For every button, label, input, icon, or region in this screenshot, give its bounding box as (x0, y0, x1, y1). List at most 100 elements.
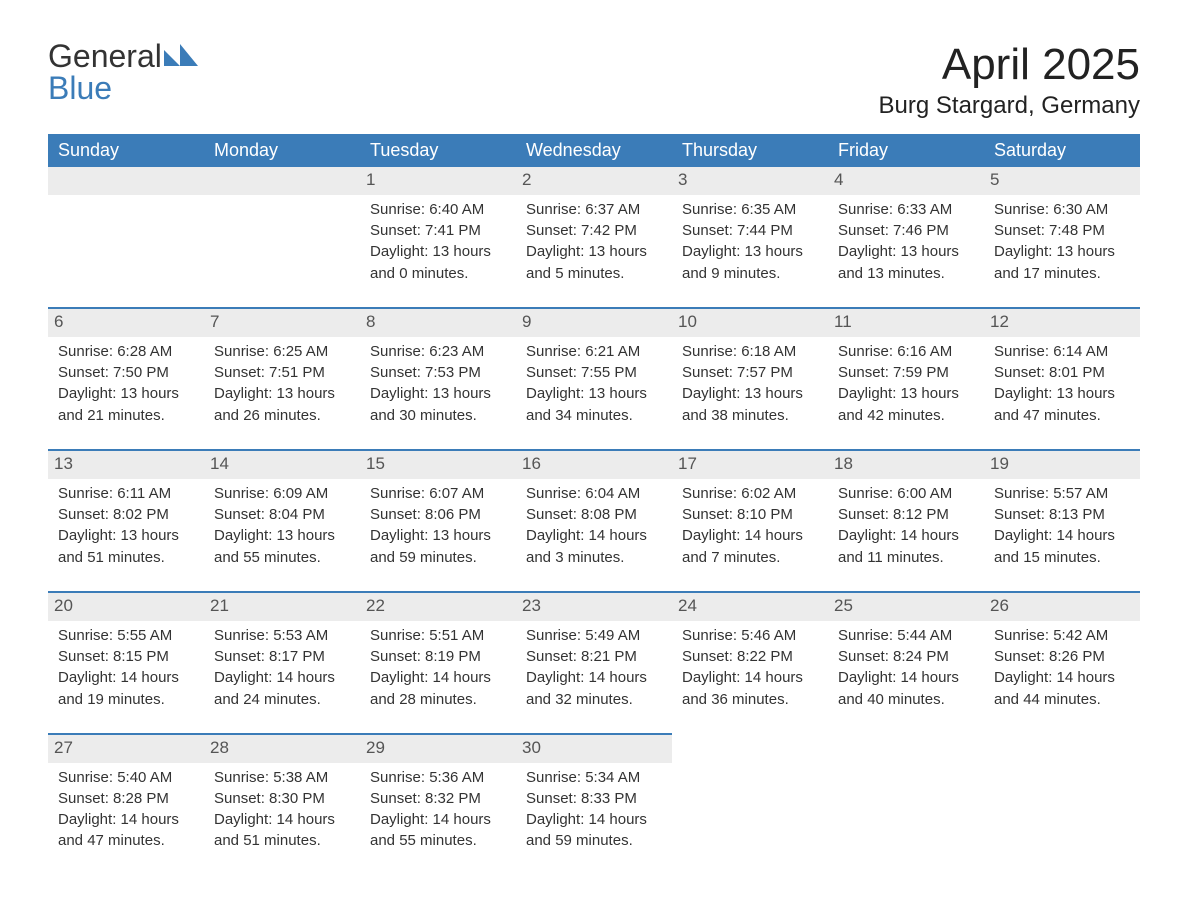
calendar-day-cell: 17Sunrise: 6:02 AMSunset: 8:10 PMDayligh… (672, 450, 828, 592)
daylight-line-1: Daylight: 13 hours (58, 526, 194, 546)
sunrise-line: Sunrise: 6:40 AM (370, 200, 506, 220)
day-content: Sunrise: 6:11 AMSunset: 8:02 PMDaylight:… (58, 484, 194, 568)
calendar-day-cell (48, 167, 204, 308)
calendar-day-cell: 7Sunrise: 6:25 AMSunset: 7:51 PMDaylight… (204, 308, 360, 450)
logo-text-general: General (48, 38, 162, 74)
daylight-line-1: Daylight: 13 hours (214, 526, 350, 546)
weekday-header: Tuesday (360, 134, 516, 167)
sunrise-line: Sunrise: 6:37 AM (526, 200, 662, 220)
weekday-header: Sunday (48, 134, 204, 167)
daylight-line-1: Daylight: 13 hours (58, 384, 194, 404)
sunset-line: Sunset: 8:28 PM (58, 789, 194, 809)
day-number: 6 (48, 309, 204, 337)
empty-daynum-strip (48, 167, 204, 195)
daylight-line-2: and 0 minutes. (370, 264, 506, 284)
day-content: Sunrise: 5:55 AMSunset: 8:15 PMDaylight:… (58, 626, 194, 710)
calendar-day-cell: 29 Sunrise: 5:36 AMSunset: 8:32 PMDayligh… (360, 734, 516, 875)
sunrise-line: Sunrise: 5:36 AM (370, 768, 506, 788)
day-number: 21 (204, 593, 360, 621)
sunrise-line: Sunrise: 5:57 AM (994, 484, 1130, 504)
daylight-line-1: Daylight: 13 hours (370, 526, 506, 546)
weekday-header: Monday (204, 134, 360, 167)
sunset-line: Sunset: 8:33 PM (526, 789, 662, 809)
daylight-line-2: and 19 minutes. (58, 690, 194, 710)
sunset-line: Sunset: 8:21 PM (526, 647, 662, 667)
empty-daynum-strip (204, 167, 360, 195)
daylight-line-2: and 55 minutes. (214, 548, 350, 568)
daylight-line-2: and 51 minutes. (214, 831, 350, 851)
sunrise-line: Sunrise: 6:21 AM (526, 342, 662, 362)
calendar-day-cell: 4Sunrise: 6:33 AMSunset: 7:46 PMDaylight… (828, 167, 984, 308)
day-content: Sunrise: 6:35 AMSunset: 7:44 PMDaylight:… (682, 200, 818, 284)
day-content: Sunrise: 6:04 AMSunset: 8:08 PMDaylight:… (526, 484, 662, 568)
daylight-line-2: and 9 minutes. (682, 264, 818, 284)
daylight-line-2: and 47 minutes. (994, 406, 1130, 426)
sunset-line: Sunset: 7:44 PM (682, 221, 818, 241)
weekday-header: Friday (828, 134, 984, 167)
calendar-day-cell: 14Sunrise: 6:09 AMSunset: 8:04 PMDayligh… (204, 450, 360, 592)
calendar-day-cell: 25Sunrise: 5:44 AMSunset: 8:24 PMDayligh… (828, 592, 984, 734)
daylight-line-2: and 51 minutes. (58, 548, 194, 568)
month-title: April 2025 (879, 40, 1140, 90)
daylight-line-2: and 7 minutes. (682, 548, 818, 568)
calendar-day-cell: 22Sunrise: 5:51 AMSunset: 8:19 PMDayligh… (360, 592, 516, 734)
daylight-line-2: and 59 minutes. (370, 548, 506, 568)
calendar-day-cell (204, 167, 360, 308)
day-content: Sunrise: 5:34 AMSunset: 8:33 PMDaylight:… (526, 768, 662, 852)
day-content: Sunrise: 5:36 AMSunset: 8:32 PMDaylight:… (370, 768, 506, 852)
day-number: 30 (516, 735, 672, 763)
sunset-line: Sunset: 8:02 PM (58, 505, 194, 525)
calendar-header-row: SundayMondayTuesdayWednesdayThursdayFrid… (48, 134, 1140, 167)
sunrise-line: Sunrise: 6:18 AM (682, 342, 818, 362)
daylight-line-2: and 34 minutes. (526, 406, 662, 426)
sunrise-line: Sunrise: 6:07 AM (370, 484, 506, 504)
day-number: 24 (672, 593, 828, 621)
daylight-line-1: Daylight: 13 hours (994, 242, 1130, 262)
day-content: Sunrise: 5:40 AMSunset: 8:28 PMDaylight:… (58, 768, 194, 852)
daylight-line-1: Daylight: 14 hours (994, 668, 1130, 688)
daylight-line-1: Daylight: 14 hours (58, 668, 194, 688)
day-number: 16 (516, 451, 672, 479)
day-number: 15 (360, 451, 516, 479)
day-number: 29 (360, 735, 516, 763)
day-content: Sunrise: 5:49 AMSunset: 8:21 PMDaylight:… (526, 626, 662, 710)
sunrise-line: Sunrise: 5:51 AM (370, 626, 506, 646)
logo: General Blue (48, 40, 198, 104)
daylight-line-2: and 26 minutes. (214, 406, 350, 426)
sunrise-line: Sunrise: 5:42 AM (994, 626, 1130, 646)
daylight-line-1: Daylight: 13 hours (526, 384, 662, 404)
daylight-line-2: and 17 minutes. (994, 264, 1130, 284)
daylight-line-2: and 40 minutes. (838, 690, 974, 710)
day-number: 22 (360, 593, 516, 621)
calendar-day-cell: 23Sunrise: 5:49 AMSunset: 8:21 PMDayligh… (516, 592, 672, 734)
daylight-line-2: and 28 minutes. (370, 690, 506, 710)
day-content: Sunrise: 5:53 AMSunset: 8:17 PMDaylight:… (214, 626, 350, 710)
calendar-week-row: 1Sunrise: 6:40 AMSunset: 7:41 PMDaylight… (48, 167, 1140, 308)
calendar-day-cell: 12Sunrise: 6:14 AMSunset: 8:01 PMDayligh… (984, 308, 1140, 450)
calendar-week-row: 13Sunrise: 6:11 AMSunset: 8:02 PMDayligh… (48, 450, 1140, 592)
sunset-line: Sunset: 8:08 PM (526, 505, 662, 525)
calendar-day-cell: 9Sunrise: 6:21 AMSunset: 7:55 PMDaylight… (516, 308, 672, 450)
day-number: 14 (204, 451, 360, 479)
sunrise-line: Sunrise: 6:11 AM (58, 484, 194, 504)
sunrise-line: Sunrise: 6:04 AM (526, 484, 662, 504)
day-content: Sunrise: 5:46 AMSunset: 8:22 PMDaylight:… (682, 626, 818, 710)
daylight-line-1: Daylight: 13 hours (370, 384, 506, 404)
calendar-day-cell: 27Sunrise: 5:40 AMSunset: 8:28 PMDayligh… (48, 734, 204, 875)
daylight-line-1: Daylight: 13 hours (682, 242, 818, 262)
sunrise-line: Sunrise: 5:34 AM (526, 768, 662, 788)
daylight-line-1: Daylight: 14 hours (214, 668, 350, 688)
day-number: 9 (516, 309, 672, 337)
daylight-line-1: Daylight: 14 hours (526, 668, 662, 688)
sunrise-line: Sunrise: 5:44 AM (838, 626, 974, 646)
sunrise-line: Sunrise: 5:46 AM (682, 626, 818, 646)
sunrise-line: Sunrise: 6:33 AM (838, 200, 974, 220)
daylight-line-2: and 13 minutes. (838, 264, 974, 284)
calendar-day-cell (828, 734, 984, 875)
daylight-line-2: and 24 minutes. (214, 690, 350, 710)
calendar-day-cell: 26Sunrise: 5:42 AMSunset: 8:26 PMDayligh… (984, 592, 1140, 734)
sunset-line: Sunset: 8:22 PM (682, 647, 818, 667)
daylight-line-2: and 15 minutes. (994, 548, 1130, 568)
day-number: 10 (672, 309, 828, 337)
sunset-line: Sunset: 8:32 PM (370, 789, 506, 809)
